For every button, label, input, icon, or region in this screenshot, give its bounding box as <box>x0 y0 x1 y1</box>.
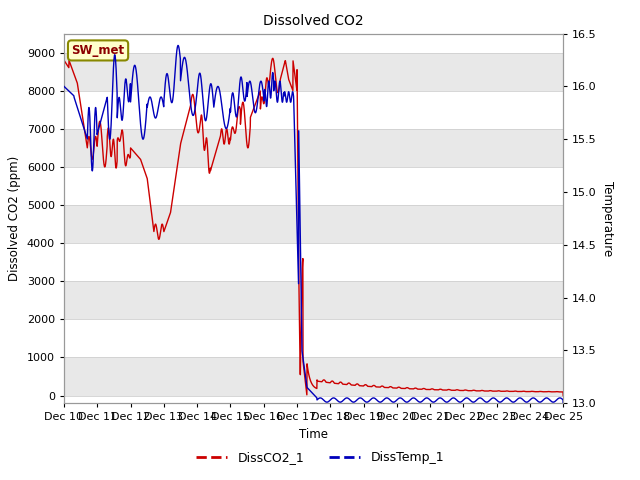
Bar <box>64 129 563 167</box>
Bar <box>64 358 563 396</box>
Y-axis label: Temperature: Temperature <box>601 181 614 256</box>
Bar <box>64 53 563 91</box>
Title: Dissolved CO2: Dissolved CO2 <box>263 14 364 28</box>
Legend: DissCO2_1, DissTemp_1: DissCO2_1, DissTemp_1 <box>191 446 449 469</box>
Text: SW_met: SW_met <box>72 44 125 57</box>
Bar <box>64 281 563 319</box>
X-axis label: Time: Time <box>299 428 328 441</box>
Bar <box>64 205 563 243</box>
Y-axis label: Dissolved CO2 (ppm): Dissolved CO2 (ppm) <box>8 156 21 281</box>
